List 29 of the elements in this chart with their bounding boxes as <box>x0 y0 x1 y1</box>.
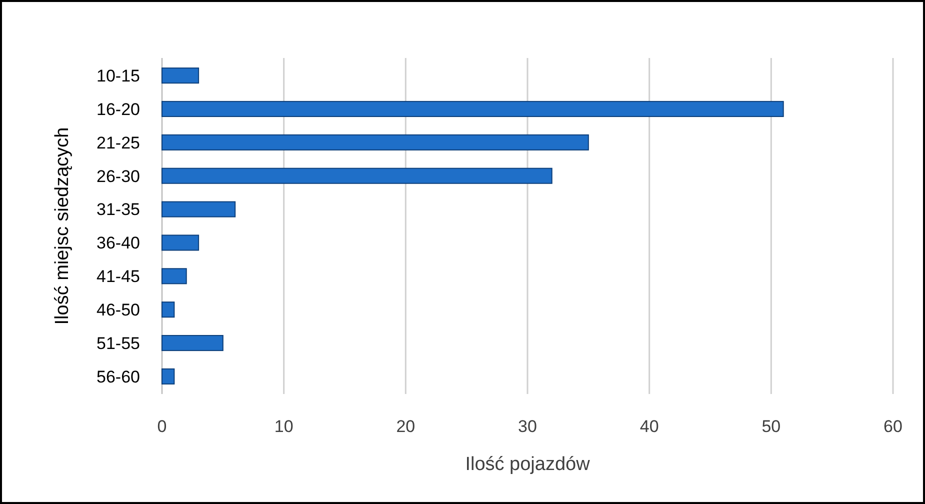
y-tick-label: 36-40 <box>96 234 140 253</box>
y-tick-label: 16-20 <box>96 100 140 119</box>
y-tick-label: 21-25 <box>96 133 140 152</box>
x-tick-label: 30 <box>518 417 537 436</box>
bar <box>162 368 175 384</box>
y-tick-label: 51-55 <box>96 334 140 353</box>
bar <box>162 334 224 352</box>
x-axis-title: Ilość pojazdów <box>465 454 590 475</box>
x-tick-label: 50 <box>762 417 781 436</box>
x-tick-label: 20 <box>396 417 416 436</box>
y-tick-label: 46-50 <box>96 300 140 320</box>
x-tick-label: 0 <box>157 417 167 436</box>
bar <box>162 268 187 284</box>
bar <box>162 302 175 318</box>
y-axis-title: Ilość miejsc siedzących <box>52 127 73 325</box>
bar <box>162 201 236 218</box>
y-tick-label: 26-30 <box>96 166 140 186</box>
y-tick-label: 56-60 <box>96 367 140 386</box>
bar <box>162 100 784 118</box>
x-tick-label: 60 <box>884 417 902 436</box>
bar <box>162 134 589 150</box>
x-tick-label: 10 <box>274 417 294 436</box>
bar <box>162 234 200 251</box>
y-tick-label: 41-45 <box>96 267 140 286</box>
y-tick-label: 31-35 <box>96 200 140 220</box>
x-tick-label: 40 <box>640 417 659 436</box>
bar <box>162 68 200 84</box>
bar <box>162 168 552 184</box>
y-tick-label: 10-15 <box>96 66 140 86</box>
